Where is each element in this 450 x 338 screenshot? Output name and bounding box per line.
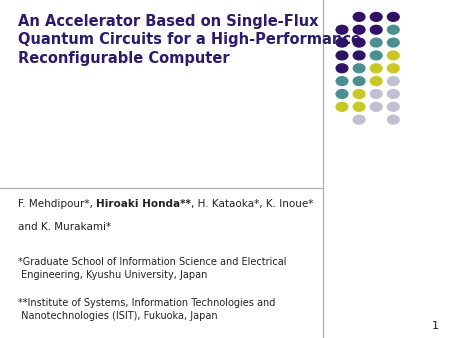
Circle shape bbox=[387, 38, 399, 47]
Text: *Graduate School of Information Science and Electrical
 Engineering, Kyushu Univ: *Graduate School of Information Science … bbox=[18, 257, 287, 280]
Circle shape bbox=[336, 38, 348, 47]
Circle shape bbox=[353, 102, 365, 111]
Circle shape bbox=[353, 64, 365, 73]
Circle shape bbox=[387, 90, 399, 98]
Circle shape bbox=[353, 25, 365, 34]
Circle shape bbox=[336, 102, 348, 111]
Circle shape bbox=[336, 90, 348, 98]
Text: Hiroaki Honda**: Hiroaki Honda** bbox=[96, 199, 191, 210]
Text: and K. Murakami*: and K. Murakami* bbox=[18, 222, 111, 233]
Text: 1: 1 bbox=[432, 321, 439, 331]
Circle shape bbox=[370, 77, 382, 86]
Circle shape bbox=[336, 64, 348, 73]
Circle shape bbox=[387, 115, 399, 124]
Text: **Institute of Systems, Information Technologies and
 Nanotechnologies (ISIT), F: **Institute of Systems, Information Tech… bbox=[18, 298, 275, 321]
Circle shape bbox=[387, 13, 399, 21]
Circle shape bbox=[370, 51, 382, 60]
Circle shape bbox=[336, 51, 348, 60]
Circle shape bbox=[370, 38, 382, 47]
Circle shape bbox=[387, 77, 399, 86]
Text: , H. Kataoka*, K. Inoue*: , H. Kataoka*, K. Inoue* bbox=[191, 199, 313, 210]
Circle shape bbox=[370, 25, 382, 34]
Circle shape bbox=[353, 51, 365, 60]
Circle shape bbox=[387, 102, 399, 111]
Circle shape bbox=[336, 77, 348, 86]
Circle shape bbox=[387, 64, 399, 73]
Circle shape bbox=[336, 25, 348, 34]
Circle shape bbox=[353, 13, 365, 21]
Circle shape bbox=[370, 102, 382, 111]
Circle shape bbox=[370, 64, 382, 73]
Circle shape bbox=[353, 38, 365, 47]
Text: F. Mehdipour*,: F. Mehdipour*, bbox=[18, 199, 96, 210]
Circle shape bbox=[353, 115, 365, 124]
Circle shape bbox=[370, 90, 382, 98]
Circle shape bbox=[387, 51, 399, 60]
Circle shape bbox=[370, 13, 382, 21]
Circle shape bbox=[353, 90, 365, 98]
Circle shape bbox=[387, 25, 399, 34]
Circle shape bbox=[353, 77, 365, 86]
Text: An Accelerator Based on Single-Flux
Quantum Circuits for a High-Performance
Reco: An Accelerator Based on Single-Flux Quan… bbox=[18, 14, 361, 66]
